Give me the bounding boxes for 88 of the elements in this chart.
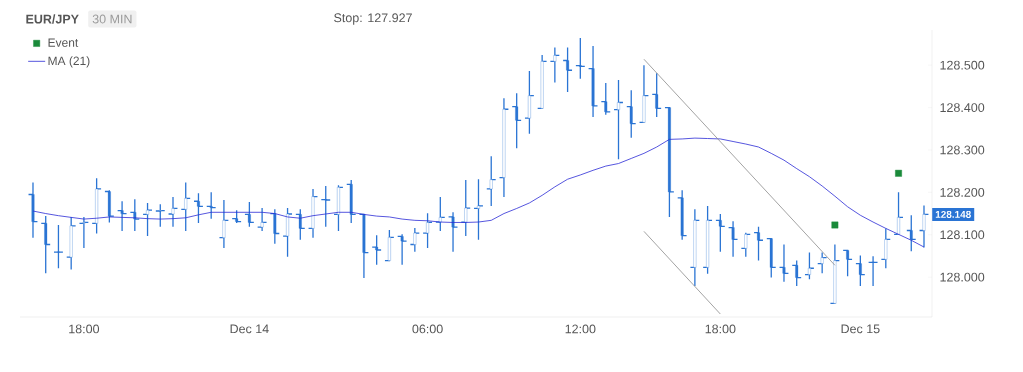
y-tick-label: 128.400 [940, 103, 985, 112]
candlestick [66, 216, 77, 271]
candlestick [549, 46, 560, 84]
candlestick [753, 226, 764, 262]
candlestick [498, 97, 510, 198]
candlestick [817, 251, 828, 274]
candlestick [626, 89, 637, 139]
candlestick [422, 212, 433, 249]
candlestick [104, 189, 115, 224]
candlestick [600, 82, 611, 116]
candlestick [91, 177, 102, 235]
candlestick [333, 184, 344, 232]
candlestick [664, 106, 675, 218]
candlestick [180, 181, 191, 232]
candlestick [702, 205, 713, 275]
candlestick [53, 224, 64, 269]
candlestick [40, 215, 51, 274]
candlestick [460, 179, 471, 237]
x-tick-label: 06:00 [412, 324, 443, 334]
x-tick-label: 18:00 [705, 324, 736, 334]
candlestick [142, 202, 153, 237]
candlestick [727, 220, 739, 258]
candlestick [855, 254, 866, 287]
candlestick [358, 213, 370, 279]
y-tick-label: 128.000 [940, 272, 985, 282]
candlestick [587, 45, 599, 118]
candlestick [880, 227, 891, 269]
candlestick [244, 201, 255, 228]
candlestick [27, 181, 39, 239]
candlestick [129, 198, 140, 232]
candlestick [740, 231, 751, 258]
candlestick [116, 200, 128, 232]
legend-label: Event [48, 38, 79, 47]
chart-title: EUR/JPY [26, 14, 79, 24]
legend-label: MA (21) [48, 56, 90, 68]
candlestick [575, 37, 586, 80]
candlestick [715, 213, 726, 253]
candlestick [384, 229, 395, 262]
candlestick [435, 196, 446, 232]
candlestick [320, 185, 331, 228]
chart-subtitle: 30 MIN [92, 14, 132, 24]
candlestick [78, 216, 90, 249]
candlestick [447, 211, 459, 253]
candlestick [906, 214, 917, 252]
candlestick [409, 227, 420, 253]
y-tick-label: 128.300 [940, 145, 985, 155]
y-tick-label: 128.500 [940, 60, 985, 70]
candlestick [829, 243, 840, 305]
text: Stop: 127.927 [334, 13, 412, 25]
candlestick [282, 207, 293, 258]
candlestick [689, 208, 700, 287]
candlestick [893, 191, 904, 235]
candlestick [155, 203, 166, 228]
candlestick [842, 249, 853, 277]
candlestick [613, 79, 624, 160]
candlestick [766, 237, 777, 279]
candlestick [295, 208, 306, 241]
x-tick-label: 12:00 [565, 324, 596, 334]
candlestick [562, 46, 573, 93]
candlestick [778, 243, 790, 283]
candlestick [918, 204, 930, 249]
candlestick [206, 191, 217, 220]
candlestick [651, 72, 662, 118]
candlestick [638, 64, 650, 124]
candlestick [867, 255, 879, 287]
candlestick [371, 234, 382, 266]
candlestick [804, 251, 815, 280]
x-tick-label: Dec 15 [841, 324, 880, 334]
annotation: 128.148 [935, 210, 971, 218]
candlestick [473, 178, 484, 241]
candlestick [193, 192, 204, 224]
candlestick [524, 70, 535, 135]
candlestick [307, 188, 319, 239]
candlestick [167, 196, 179, 228]
candlestick [231, 209, 242, 224]
candlestick [218, 199, 230, 249]
candlestick [346, 179, 357, 224]
candlestick [397, 233, 408, 266]
candlestick [677, 189, 688, 241]
x-tick-label: 18:00 [69, 324, 100, 334]
candlestick [257, 207, 268, 232]
candlestick [486, 155, 497, 207]
candlestick [511, 92, 522, 149]
x-tick-label: Dec 14 [230, 324, 269, 334]
y-tick-label: 128.100 [940, 230, 985, 240]
candlestick [791, 259, 802, 287]
y-tick-label: 128.200 [940, 187, 985, 197]
candlestick [537, 54, 548, 110]
